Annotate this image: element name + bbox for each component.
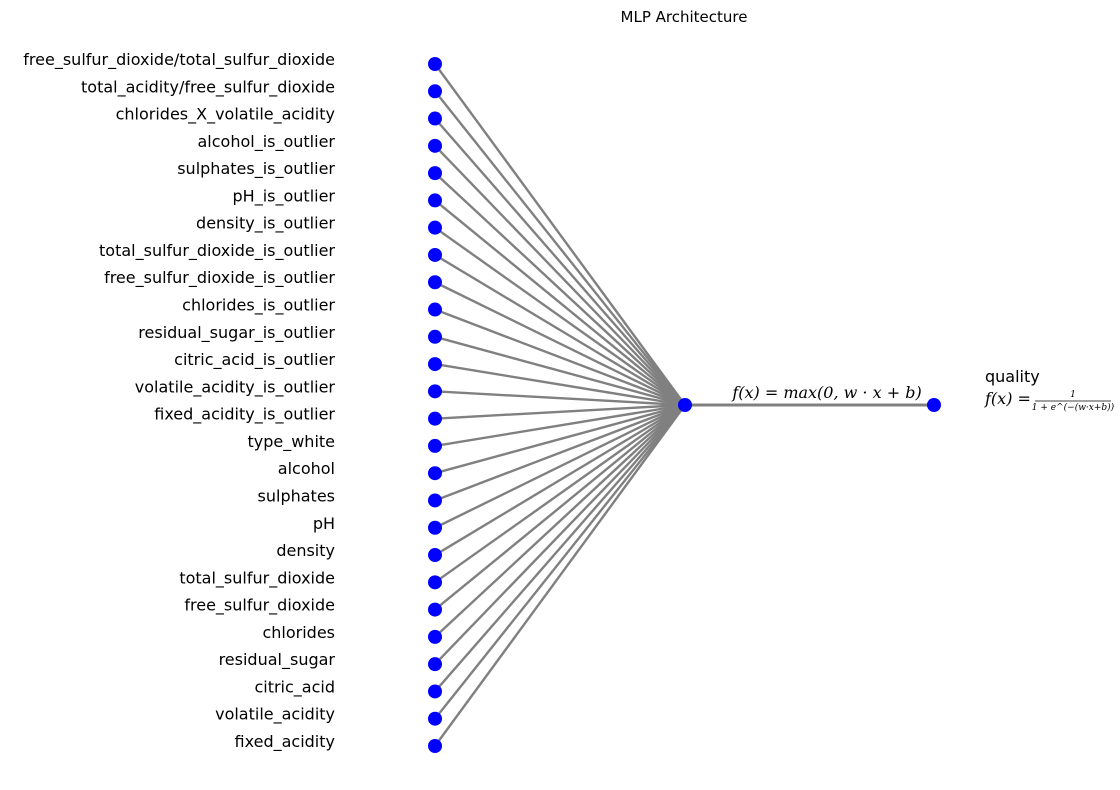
input-feature-label: total_sulfur_dioxide [179,568,335,588]
input-feature-labels: free_sulfur_dioxide/total_sulfur_dioxide… [23,50,335,752]
input-node [428,302,442,317]
input-feature-label: citric_acid [254,677,335,697]
edge [434,172,686,406]
edge [434,404,686,638]
input-feature-label: chlorides_is_outlier [182,296,335,316]
connection-edges [434,63,686,747]
input-feature-label: pH_is_outlier [233,186,336,206]
edge [434,226,686,406]
edge [434,403,686,475]
input-feature-label: free_sulfur_dioxide [184,596,335,616]
output-activation-prefix: f(x) = [984,389,1031,408]
input-node [428,220,442,235]
hidden-activation-formula: f(x) = max(0, w · x + b) [731,383,921,402]
input-feature-label: pH [313,514,335,533]
input-feature-label: chlorides [262,623,335,642]
input-feature-label: residual_sugar [219,650,336,670]
input-feature-label: total_acidity/free_sulfur_dioxide [81,77,335,97]
input-node [428,493,442,508]
input-node [428,357,442,372]
input-node [428,193,442,208]
input-feature-label: density [276,541,335,560]
edge [434,253,686,407]
edge [434,335,686,407]
diagram-title: MLP Architecture [621,8,748,26]
edge [434,63,686,406]
edge [434,362,686,407]
output-activation-numerator: 1 [1070,390,1076,400]
input-feature-label: volatile_acidity [215,705,335,725]
input-feature-label: alcohol_is_outlier [197,132,335,152]
input-feature-label: type_white [247,432,335,452]
input-feature-label: chlorides_X_volatile_acidity [116,105,335,125]
input-node [428,111,442,126]
input-node [428,138,442,153]
output-node [927,398,941,412]
edge [434,90,686,406]
edge [434,403,686,557]
edge [434,404,686,665]
input-feature-label: residual_sugar_is_outlier [138,323,335,343]
input-feature-label: sulphates_is_outlier [177,159,335,179]
input-node [428,657,442,672]
input-feature-label: fixed_acidity [235,732,335,752]
input-node [428,275,442,290]
input-feature-label: alcohol [278,459,335,478]
input-node [428,575,442,590]
edge [434,404,686,584]
input-feature-label: fixed_acidity_is_outlier [154,405,335,425]
input-node [428,466,442,481]
input-layer [428,57,442,753]
edge [434,281,686,407]
input-node [428,711,442,726]
input-feature-label: citric_acid_is_outlier [174,350,335,370]
input-node [428,602,442,617]
edge [434,403,686,448]
input-feature-label: free_sulfur_dioxide/total_sulfur_dioxide [23,50,335,70]
input-node [428,548,442,563]
input-node [428,57,442,71]
input-node [428,629,442,644]
edge [434,117,686,406]
input-node [428,329,442,344]
edge [434,199,686,406]
output-label: quality [985,367,1040,386]
edge [434,404,686,611]
input-node [428,247,442,262]
input-node [428,166,442,181]
edge [434,403,686,529]
input-node [428,520,442,535]
output-activation-denominator: 1 + e^(−(w·x+b)) [1032,402,1115,413]
edge [434,403,686,502]
input-node [428,684,442,699]
input-node [428,411,442,426]
input-node [428,84,442,99]
input-feature-label: density_is_outlier [196,214,335,234]
edge [434,404,686,747]
edge [434,308,686,407]
edge [434,404,686,693]
edge [434,403,686,420]
hidden-node [678,398,692,412]
edge [434,145,686,406]
edge [434,404,686,720]
input-node [428,384,442,399]
input-feature-label: sulphates [258,486,335,505]
input-node [428,438,442,453]
input-feature-label: total_sulfur_dioxide_is_outlier [99,241,335,261]
input-node [428,739,442,753]
input-feature-label: volatile_acidity_is_outlier [135,377,336,397]
input-feature-label: free_sulfur_dioxide_is_outlier [104,268,335,288]
edge [434,390,686,407]
